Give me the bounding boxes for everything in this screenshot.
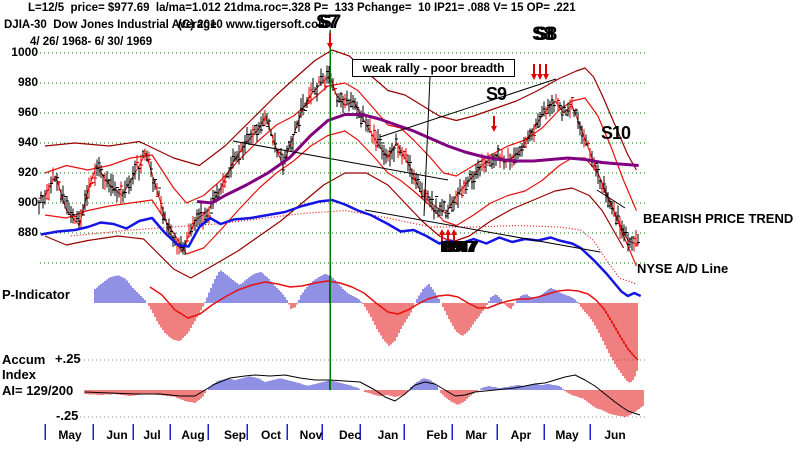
sell-signal-s10-label: S10 bbox=[601, 123, 631, 143]
month-label: Jun bbox=[106, 428, 128, 442]
accum-index-value: AI= 129/200 bbox=[2, 383, 74, 398]
price-axis-label: 1000 bbox=[11, 45, 38, 59]
indicator-readout-line: L=12/5 price= $977.69 la/ma=1.012 21dma.… bbox=[28, 2, 576, 14]
price-axis-label: 920 bbox=[17, 165, 38, 179]
month-label: Dec bbox=[338, 428, 362, 442]
bearish-trend-label: BEARISH PRICE TREND bbox=[643, 211, 794, 226]
month-label: Nov bbox=[299, 428, 323, 442]
price-axis-label: 960 bbox=[17, 105, 38, 119]
p-indicator-label: P-Indicator bbox=[2, 287, 70, 302]
nyse-ad-line-label: NYSE A/D Line bbox=[637, 261, 729, 276]
sell-signal-s7-label: S7 bbox=[316, 12, 338, 33]
minus-25-label: -.25 bbox=[56, 408, 79, 423]
plus-25-label: +.25 bbox=[55, 351, 81, 366]
sell-signal-s8-label: S8 bbox=[532, 24, 554, 45]
month-label: Feb bbox=[426, 428, 448, 442]
price-axis-label: 900 bbox=[17, 195, 38, 209]
month-label: May bbox=[555, 428, 579, 442]
symbol-title: DJIA-30 Dow Jones Industrial Average bbox=[4, 19, 217, 31]
month-label: Jun bbox=[604, 428, 626, 442]
price-axis-label: 940 bbox=[17, 135, 38, 149]
month-label: Jul bbox=[143, 428, 161, 442]
price-axis-label: 980 bbox=[17, 75, 38, 89]
month-label: Apr bbox=[510, 428, 532, 442]
sell-signal-s9-label: S9 bbox=[486, 84, 507, 104]
price-axis-label: 880 bbox=[17, 225, 38, 239]
month-label: Aug bbox=[181, 428, 205, 442]
annotation-box: weak rally - poor breadth bbox=[352, 59, 515, 77]
copyright-text: (C) 2010 www.tigersoft.com bbox=[178, 19, 329, 31]
accum-label: Accum bbox=[2, 352, 46, 367]
month-label: Mar bbox=[465, 428, 487, 442]
month-label: Sep bbox=[223, 428, 247, 442]
month-label: May bbox=[58, 428, 82, 442]
date-range: 4/ 26/ 1968- 6/ 30/ 1969 bbox=[30, 36, 153, 48]
month-label: Jan bbox=[377, 428, 399, 442]
index-label: Index bbox=[2, 367, 36, 382]
month-label: Oct bbox=[260, 428, 282, 442]
buy-signal-cluster-label: B9T7 bbox=[440, 239, 475, 256]
